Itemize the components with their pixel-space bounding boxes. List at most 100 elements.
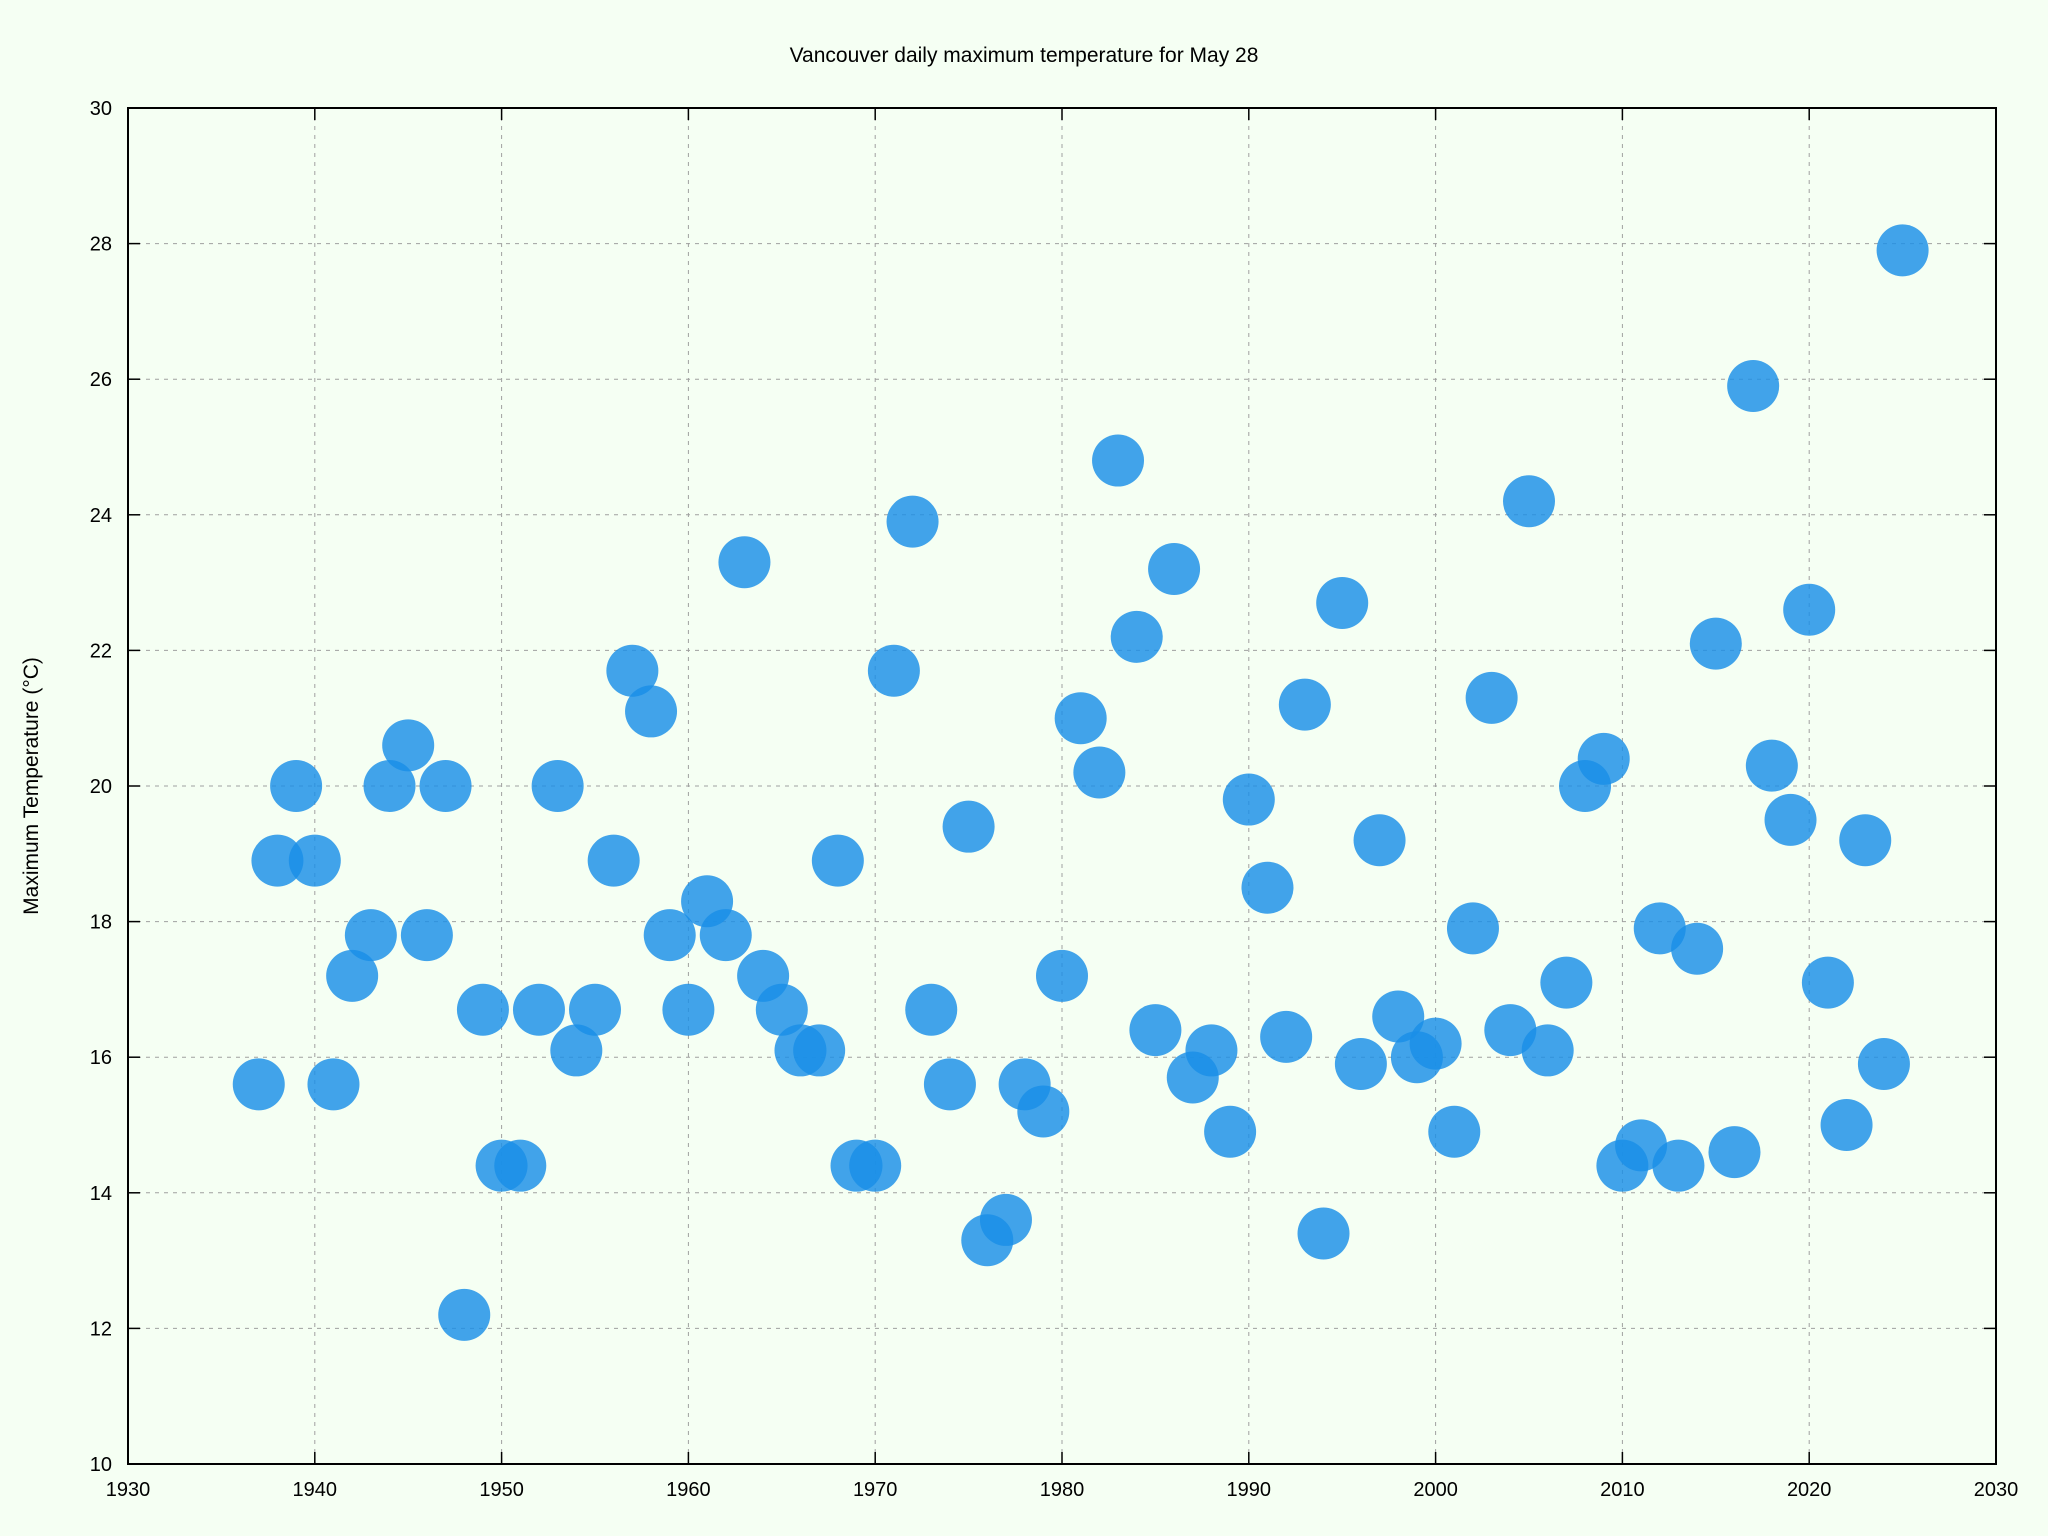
data-point: [438, 1288, 491, 1341]
data-point: [550, 1024, 603, 1077]
data-point: [326, 949, 379, 1002]
data-point: [811, 834, 864, 887]
y-tick-label: 26: [90, 369, 112, 391]
data-point: [662, 983, 715, 1036]
data-point: [1409, 1017, 1462, 1070]
data-point: [1036, 949, 1088, 1002]
data-point: [979, 1193, 1032, 1246]
x-tick-label: 2020: [1787, 1479, 1832, 1501]
chart-title: Vancouver daily maximum temperature for …: [790, 44, 1259, 67]
data-point: [251, 834, 304, 887]
data-point: [1185, 1024, 1238, 1077]
x-tick-label: 1960: [666, 1479, 711, 1501]
y-tick-label: 24: [90, 505, 112, 527]
data-point: [1316, 576, 1369, 629]
data-point: [699, 909, 752, 962]
y-tick-label: 16: [90, 1047, 112, 1069]
data-point: [1110, 610, 1163, 663]
data-point: [382, 719, 435, 772]
data-point: [494, 1139, 547, 1192]
y-tick-label: 12: [90, 1318, 112, 1340]
data-point: [886, 495, 939, 548]
y-tick-label: 10: [90, 1454, 112, 1476]
data-point: [1446, 902, 1499, 955]
x-tick-label: 1980: [1040, 1479, 1085, 1501]
data-point: [1727, 359, 1780, 412]
data-point: [755, 983, 808, 1036]
data-point: [1054, 692, 1107, 745]
data-point: [400, 909, 453, 962]
data-point: [1876, 224, 1929, 277]
data-point: [344, 909, 397, 962]
data-point: [867, 644, 920, 697]
data-point: [1297, 1207, 1350, 1260]
data-point: [942, 800, 995, 853]
data-point: [569, 983, 621, 1036]
y-tick-label: 18: [90, 912, 112, 934]
data-point: [1204, 1105, 1257, 1158]
data-point: [1241, 861, 1294, 914]
data-point: [1689, 617, 1742, 670]
data-point: [1353, 814, 1406, 867]
data-point: [923, 1058, 976, 1111]
data-point: [1260, 1010, 1313, 1063]
axis-ticks: [127, 107, 1997, 1465]
data-point: [1073, 746, 1126, 799]
y-tick-label: 28: [90, 234, 112, 256]
data-point: [1129, 1004, 1182, 1057]
data-point: [1222, 773, 1275, 826]
data-point: [1839, 814, 1892, 867]
data-point: [1148, 543, 1201, 596]
data-point: [1577, 732, 1630, 785]
x-tick-label: 1970: [853, 1479, 898, 1501]
data-point: [793, 1024, 846, 1077]
data-point: [1652, 1139, 1705, 1192]
data-point: [1372, 990, 1425, 1043]
data-point: [1092, 434, 1145, 487]
data-point: [1278, 678, 1331, 731]
grid-lines: [128, 108, 1996, 1464]
x-tick-label: 1930: [106, 1479, 151, 1501]
data-point: [232, 1058, 285, 1111]
data-point: [512, 983, 565, 1036]
data-point: [1857, 1037, 1910, 1090]
x-tick-label: 2030: [1974, 1479, 2019, 1501]
data-point: [456, 983, 509, 1036]
data-point: [1708, 1126, 1761, 1179]
x-tick-label: 2010: [1600, 1479, 1645, 1501]
data-point: [1428, 1105, 1481, 1158]
x-tick-label: 1990: [1227, 1479, 1272, 1501]
data-point: [905, 983, 958, 1036]
data-point: [1540, 956, 1593, 1009]
data-point: [1801, 956, 1854, 1009]
y-tick-label: 20: [90, 776, 112, 798]
data-point: [1521, 1024, 1574, 1077]
data-point: [288, 834, 341, 887]
data-point: [718, 536, 771, 589]
data-point: [270, 760, 323, 812]
data-point: [1334, 1037, 1387, 1090]
data-point: [531, 760, 584, 812]
data-point: [1017, 1085, 1070, 1138]
data-point: [1764, 793, 1817, 846]
data-point: [1820, 1099, 1873, 1151]
x-tick-label: 2000: [1413, 1479, 1458, 1501]
data-point: [363, 760, 416, 812]
data-point: [1783, 583, 1836, 636]
x-axis-tick-labels: 1930 1940 1950 1960 1970 1980 1990 2000 2010 2020…: [106, 1479, 2019, 1501]
data-point: [307, 1058, 360, 1111]
data-point: [643, 909, 696, 962]
data-point: [587, 834, 640, 887]
y-axis-tick-labels: 10 12 14 16 18 20 22 24 26 28 30: [90, 98, 112, 1476]
data-point: [1745, 739, 1798, 792]
x-tick-label: 1940: [293, 1479, 338, 1501]
y-axis-label: Maximum Temperature (°C): [20, 657, 43, 915]
y-tick-label: 14: [90, 1183, 112, 1205]
data-point: [625, 685, 678, 738]
data-points: [232, 224, 1929, 1341]
data-point: [1671, 922, 1724, 975]
data-point: [1465, 671, 1518, 724]
y-tick-label: 22: [90, 640, 112, 662]
